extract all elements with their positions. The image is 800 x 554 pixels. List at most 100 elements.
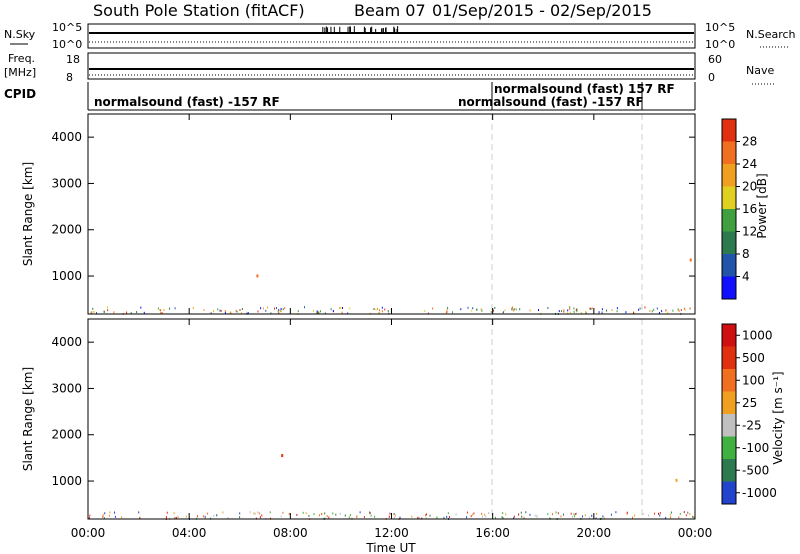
velocity-panel: 1000200030004000 00:00 04:00 08:00 12:00 16:…	[21, 319, 785, 554]
xtick-label: 04:00	[172, 526, 207, 540]
echo-cell	[369, 512, 370, 514]
echo-cell	[289, 513, 290, 515]
echo-cell	[567, 309, 568, 311]
echo-cell	[114, 512, 115, 514]
echo-cell	[109, 515, 110, 517]
echo-cell	[693, 516, 694, 518]
echo-cell	[430, 515, 431, 517]
echo-cell	[388, 310, 389, 312]
echo-cell	[107, 306, 108, 308]
echo-cell	[328, 516, 329, 518]
echo-cell	[514, 516, 515, 518]
velocity-plot-area	[88, 319, 695, 519]
echo-cell	[518, 514, 519, 516]
xtick-label: 12:00	[374, 526, 409, 540]
echo-cell	[684, 308, 685, 310]
colorbar-tick-label: 100	[742, 373, 765, 387]
echo-cell	[460, 308, 461, 310]
power-panel: 1000 2000 3000 4000 Slant Range [km] 4 8 12 16…	[21, 114, 769, 315]
echo-cell	[384, 309, 385, 311]
echo-cell	[519, 308, 520, 310]
echo-cell	[164, 309, 165, 311]
echo-cell	[237, 311, 238, 313]
echo-cell	[267, 306, 268, 308]
ytick-label: 2000	[51, 428, 82, 442]
echo-cell	[476, 309, 477, 311]
echo-cell	[521, 516, 522, 518]
echo-cell	[236, 310, 237, 312]
echo-cell	[304, 306, 305, 308]
nsky-tick-bottom: 10^0	[52, 38, 82, 51]
echo-cell	[374, 516, 375, 518]
colorbar-tick-label: -25	[742, 418, 762, 432]
echo-cell	[484, 514, 485, 516]
radar-rti-plot: South Pole Station (fitACF) Beam 07 01/S…	[0, 0, 800, 554]
echo-cell	[494, 307, 495, 309]
echo-cell	[382, 307, 383, 309]
echo-cell	[339, 307, 340, 309]
echo-cell	[230, 312, 231, 314]
echo-cell	[253, 512, 254, 514]
nsearch-tick-bottom: 10^0	[705, 38, 735, 51]
echo-cell	[447, 307, 448, 309]
colorbar-tick-label: 28	[742, 135, 757, 149]
echo-cell	[160, 309, 161, 311]
echo-cell	[394, 516, 395, 518]
echo-cell	[158, 308, 159, 310]
echo-cell	[574, 311, 575, 313]
nsky-tick-top: 10^5	[52, 21, 82, 34]
echo-cell	[377, 308, 378, 310]
echo-cell	[512, 307, 513, 309]
echo-cell	[672, 310, 673, 312]
echo-cell	[575, 513, 576, 515]
cpid-panel: CPID normalsound (fast) -157 RF normalso…	[4, 82, 695, 110]
echo-cell	[306, 512, 307, 514]
xtick-label: 08:00	[273, 526, 308, 540]
velocity-colorbar-label: Velocity [m s⁻¹]	[771, 371, 785, 464]
colorbar-segment	[722, 277, 736, 300]
echo-cell	[169, 308, 170, 310]
nave-tick-top: 60	[708, 53, 722, 66]
echo-cell	[561, 515, 562, 517]
echo-cell	[317, 310, 318, 312]
echo-cell	[665, 309, 666, 311]
echo-cell	[222, 511, 223, 513]
echo-cell	[324, 512, 325, 514]
echo-cell	[109, 511, 110, 513]
echo-cell	[679, 310, 680, 312]
echo-cell	[204, 309, 205, 311]
echo-cell	[627, 512, 628, 514]
velocity-ylabel: Slant Range [km]	[21, 367, 35, 471]
echo-cell	[103, 514, 104, 516]
echo-cell	[446, 311, 447, 313]
echo-cell	[303, 512, 304, 514]
colorbar-tick-label: 500	[742, 351, 765, 365]
colorbar-tick-label: -1000	[742, 486, 777, 500]
echo-cell	[371, 515, 372, 517]
echo-cell	[473, 513, 474, 515]
colorbar-tick-label: -100	[742, 441, 769, 455]
echo-cell	[482, 516, 483, 518]
echo-cell	[653, 309, 654, 311]
echo-cell	[687, 512, 688, 514]
echo-cell	[617, 307, 618, 309]
echo-cell	[516, 308, 517, 310]
echo-cell	[314, 513, 315, 515]
colorbar-segment	[722, 232, 736, 255]
nsky-label: N.Sky	[4, 28, 36, 41]
echo-cell	[625, 311, 626, 313]
echo-cell	[207, 513, 208, 515]
echo-cell	[250, 511, 251, 513]
echo-cell	[466, 516, 467, 518]
echo-cell	[612, 309, 613, 311]
freq-tick-top: 18	[66, 53, 80, 66]
echo-cell	[585, 514, 586, 516]
echo-cell	[166, 516, 167, 518]
colorbar-tick-label: 24	[742, 157, 757, 171]
echo-cell	[576, 309, 577, 311]
echo-cell	[491, 311, 492, 313]
freq-unit: [MHz]	[4, 66, 36, 79]
echo-cell	[678, 516, 679, 518]
echo-cell	[563, 311, 564, 313]
echo-cell	[102, 516, 103, 518]
